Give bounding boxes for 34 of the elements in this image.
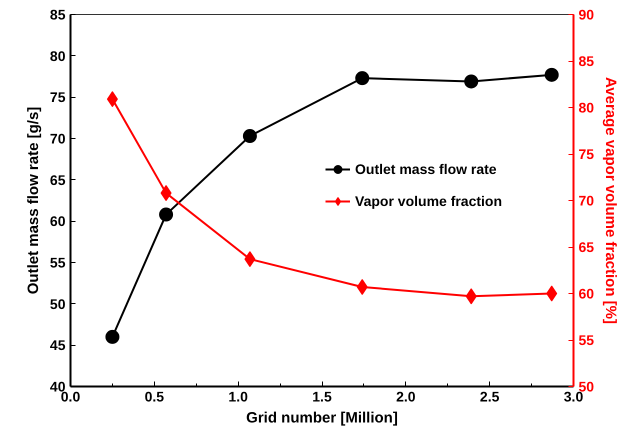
legend-label: Vapor volume fraction bbox=[355, 193, 502, 209]
y2-tick-label: 70 bbox=[578, 192, 594, 208]
y2-tick-label: 90 bbox=[578, 6, 594, 22]
x-tick-label: 0.5 bbox=[144, 388, 164, 404]
y-tick-label: 65 bbox=[50, 172, 66, 188]
y2-tick-label: 85 bbox=[578, 53, 594, 69]
y2-tick-label: 80 bbox=[578, 100, 594, 116]
y2-tick-label: 65 bbox=[578, 239, 594, 255]
point bbox=[242, 129, 257, 144]
x-tick-label: 1.0 bbox=[228, 388, 248, 404]
y2-tick-label: 55 bbox=[578, 332, 594, 348]
y-tick-label: 85 bbox=[50, 6, 66, 22]
y-axis-title: Outlet mass flow rate [g/s] bbox=[24, 106, 42, 294]
point bbox=[464, 74, 478, 88]
y-tick-label: 75 bbox=[50, 89, 66, 106]
point bbox=[355, 71, 370, 86]
legend-label: Outlet mass flow rate bbox=[355, 161, 497, 177]
point bbox=[159, 208, 174, 222]
y2-tick-label: 75 bbox=[578, 146, 594, 162]
x-tick-label: 1.5 bbox=[312, 388, 332, 404]
point bbox=[546, 286, 558, 302]
x-tick-label: 2.0 bbox=[396, 388, 416, 404]
point bbox=[105, 330, 120, 344]
y-tick-label: 45 bbox=[50, 337, 66, 354]
y-tick-label: 50 bbox=[50, 296, 66, 312]
y-tick-label: 55 bbox=[50, 254, 66, 270]
point bbox=[544, 68, 559, 82]
y-tick-label: 60 bbox=[50, 213, 66, 230]
y2-tick-label: 60 bbox=[578, 286, 594, 302]
y-tick-label: 70 bbox=[50, 130, 66, 146]
x-tick-label: 2.5 bbox=[480, 388, 500, 404]
y2-axis-title: Average vapor volume fraction [%] bbox=[602, 76, 620, 324]
x-axis-title: Grid number [Million] bbox=[246, 410, 398, 426]
y-tick-label: 80 bbox=[50, 48, 66, 64]
